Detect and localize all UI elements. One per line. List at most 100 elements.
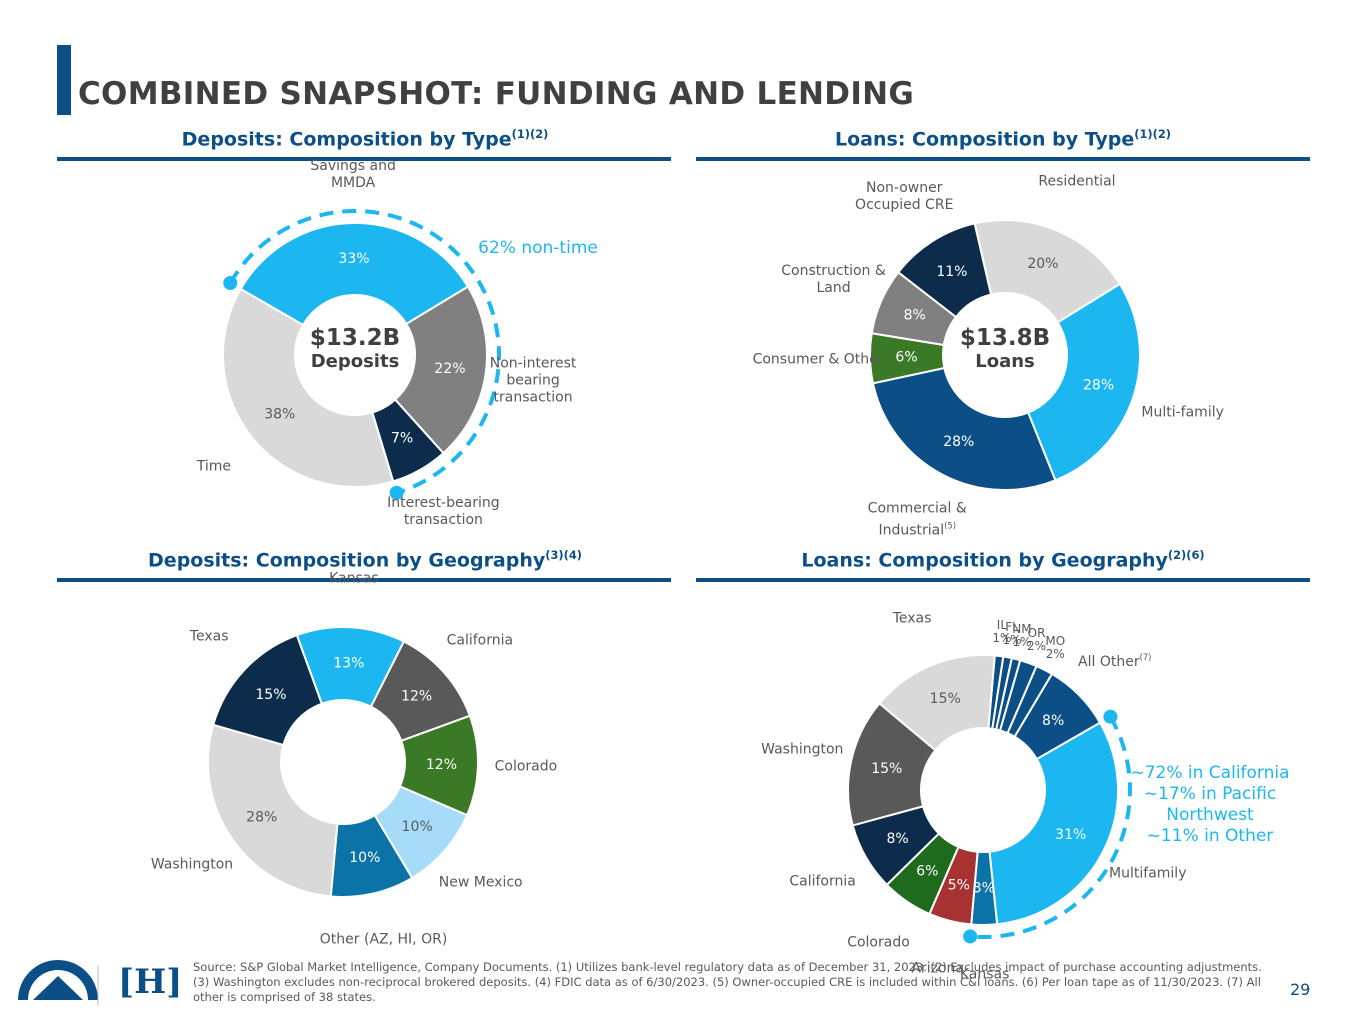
bracket-dot [963, 929, 978, 944]
category-name: Kansas [329, 570, 379, 587]
source-note: Source: S&P Global Market Intelligence, … [193, 960, 1262, 1004]
category-label: Multifamily [1082, 866, 1214, 883]
category-label: Kansas [919, 966, 1051, 983]
chart-title-text: Loans: Composition by Type [835, 128, 1135, 151]
value-label: 11% [936, 264, 967, 280]
category-label: Construction & Land [768, 263, 900, 297]
bracket-dot [223, 276, 238, 290]
donut-segment [211, 633, 324, 747]
category-label: Texas [143, 629, 275, 646]
center-value: $13.8B [959, 325, 1051, 351]
category-name: NM [1012, 621, 1032, 636]
category-name: Kansas [959, 966, 1010, 983]
title-bar [57, 45, 71, 115]
category-name: Savings and MMDA [310, 158, 396, 191]
center-label: $13.2B Deposits [295, 325, 415, 372]
category-name: California [789, 873, 856, 890]
category-label: Commercial & Industrial(5) [851, 501, 983, 540]
chart-title-text: Loans: Composition by Geography [801, 549, 1168, 572]
category-label: Interest-bearing transaction [377, 495, 509, 529]
category-name: Consumer & Other [752, 351, 884, 368]
donut-segment [239, 222, 470, 327]
category-name: Time [196, 458, 232, 475]
value-label: 8% [904, 308, 926, 324]
annotation-line: ~11% in Other [1146, 826, 1274, 846]
category-label: Time [148, 458, 280, 475]
header-rule [57, 578, 671, 582]
header-rule [696, 157, 1310, 161]
value-label: 1% [1012, 634, 1032, 649]
category-label: Colorado [813, 934, 945, 951]
category-name: Washington [150, 856, 234, 873]
category-name: Texas [892, 610, 932, 627]
category-label: Consumer & Other [752, 351, 884, 368]
category-name: IL [996, 618, 1008, 633]
value-label: 6% [895, 349, 917, 365]
donut-segment [878, 654, 996, 752]
center-value: $13.2B [309, 325, 401, 351]
value-label: 28% [1083, 378, 1114, 394]
category-name: Multifamily [1109, 865, 1187, 882]
value-label: 10% [349, 850, 380, 866]
seal-logo [18, 960, 99, 1005]
category-label: All Other(7) [1049, 649, 1181, 671]
center-caption: Loans [975, 351, 1035, 372]
category-name: OR [1027, 626, 1046, 641]
value-label: 1% [1002, 632, 1022, 647]
bracket-dot [389, 485, 404, 500]
category-label: MO 2% [1037, 635, 1073, 661]
category-name: Colorado [494, 758, 558, 775]
category-name: Construction & Land [781, 263, 886, 297]
donut-segment [871, 366, 1057, 491]
chart-title-note: (1)(2) [511, 127, 549, 141]
donut-segment [393, 285, 488, 455]
category-label: OR 2% [1019, 627, 1055, 653]
chart-title-note: (3)(4) [545, 548, 582, 562]
category-label: Texas [846, 611, 978, 628]
value-label: 28% [246, 810, 277, 826]
annotation: ~72% in California ~17% in Pacific Northwe… [1130, 763, 1289, 847]
dashed-bracket [970, 715, 1132, 939]
category-name: All Other [1078, 653, 1140, 670]
value-label: 20% [1027, 256, 1058, 272]
donut-segment [222, 287, 395, 488]
value-label: 7% [391, 431, 413, 447]
category-name: Residential [1038, 173, 1116, 190]
category-label: Washington [736, 742, 868, 759]
value-label: 8% [1042, 713, 1064, 729]
category-name: Non-owner Occupied CRE [855, 180, 954, 214]
category-label: New Mexico [415, 874, 547, 891]
category-label: Residential [1011, 174, 1143, 191]
annotation-line: ~17% in Pacific [1143, 784, 1277, 804]
value-label: 28% [943, 434, 974, 450]
value-label: 13% [333, 656, 364, 672]
category-label: Non-interest bearing transaction [467, 356, 599, 407]
category-name: Washington [761, 741, 844, 758]
category-name: Interest-bearing transaction [387, 494, 500, 528]
value-label: 2% [1045, 647, 1065, 662]
category-label: FL 1% [994, 619, 1030, 647]
value-label: 15% [930, 691, 961, 707]
category-label: Colorado [460, 759, 592, 776]
chart-title: Loans: Composition by Type(1)(2) [835, 127, 1171, 150]
chart-title: Loans: Composition by Geography(2)(6) [801, 548, 1204, 571]
header-rule [57, 157, 671, 161]
category-name: Arizona [911, 960, 964, 977]
category-label: Washington [126, 857, 258, 874]
logo: [H] [118, 962, 183, 1002]
value-label: 22% [434, 361, 465, 377]
category-label: Multi-family [1117, 405, 1249, 422]
chart-title-text: Deposits: Composition by Type [181, 128, 512, 151]
page-number: 29 [1290, 980, 1311, 999]
category-name: FL [1005, 619, 1019, 634]
chart-title: Deposits: Composition by Geography(3)(4) [148, 548, 582, 571]
category-name: Non-interest bearing transaction [489, 355, 577, 406]
category-name: New Mexico [438, 874, 523, 891]
annotation: 62% non-time [478, 238, 598, 258]
category-name: Multi-family [1141, 404, 1224, 421]
donut-segment [973, 219, 1122, 324]
donut-segment [988, 721, 1119, 926]
category-note: (7) [1139, 652, 1152, 663]
header-rule [696, 578, 1310, 582]
value-label: 6% [916, 863, 938, 879]
